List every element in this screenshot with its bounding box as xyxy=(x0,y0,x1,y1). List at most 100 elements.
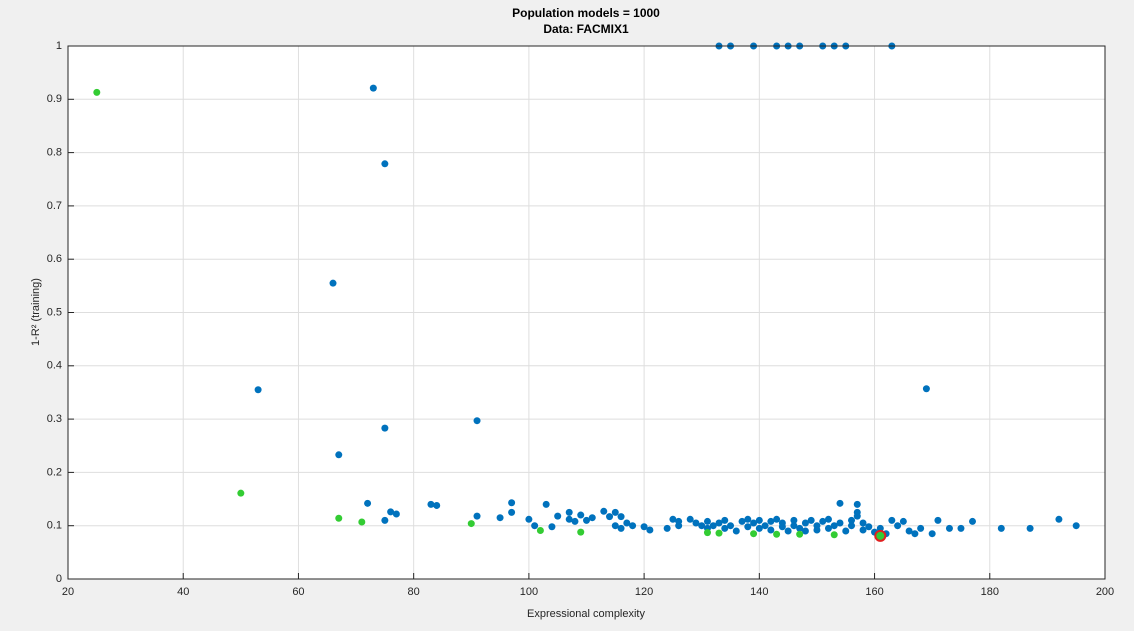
data-point xyxy=(364,499,372,507)
data-point xyxy=(755,524,763,532)
data-point xyxy=(824,524,832,532)
data-point xyxy=(796,524,804,532)
data-point xyxy=(381,424,389,432)
data-point xyxy=(853,512,861,520)
data-point xyxy=(888,516,896,524)
x-tick-label: 180 xyxy=(981,586,999,598)
x-tick-label: 140 xyxy=(750,586,768,598)
data-point xyxy=(617,524,625,532)
data-point xyxy=(381,160,389,168)
y-tick-label: 0.7 xyxy=(47,200,62,212)
data-point xyxy=(917,524,925,532)
data-point xyxy=(675,517,683,525)
data-point xyxy=(542,500,550,508)
data-point xyxy=(934,516,942,524)
data-point xyxy=(874,529,887,542)
data-point xyxy=(819,517,827,525)
data-point xyxy=(750,530,758,538)
data-point xyxy=(640,523,648,531)
data-point xyxy=(957,524,965,532)
data-point xyxy=(894,522,902,530)
data-point xyxy=(807,516,815,524)
data-point xyxy=(686,515,694,523)
data-point xyxy=(473,417,481,425)
data-point xyxy=(692,519,700,527)
x-tick-label: 60 xyxy=(292,586,304,598)
data-point xyxy=(732,527,740,535)
data-point xyxy=(381,516,389,524)
data-point xyxy=(611,508,619,516)
data-point xyxy=(1055,515,1063,523)
data-point xyxy=(721,516,729,524)
data-point xyxy=(744,523,752,531)
data-point xyxy=(254,386,262,394)
plot-layer xyxy=(67,42,1106,580)
x-tick-label: 80 xyxy=(408,586,420,598)
x-tick-label: 200 xyxy=(1096,586,1114,598)
data-point xyxy=(1072,522,1080,530)
data-point xyxy=(623,519,631,527)
chart-title: Population models = 1000 xyxy=(512,6,660,20)
data-point xyxy=(335,451,343,459)
data-point xyxy=(836,519,844,527)
data-point xyxy=(571,517,579,525)
data-point xyxy=(646,526,654,534)
data-point xyxy=(369,84,377,92)
data-point xyxy=(830,522,838,530)
data-point xyxy=(744,515,752,523)
data-point xyxy=(237,489,245,497)
data-point xyxy=(997,524,1005,532)
data-point xyxy=(606,513,614,521)
y-tick-label: 0.2 xyxy=(47,466,62,478)
data-point xyxy=(905,527,913,535)
y-tick-label: 0.5 xyxy=(47,306,62,318)
y-tick-label: 0.6 xyxy=(47,253,62,265)
data-point xyxy=(525,515,533,523)
data-point xyxy=(473,512,481,520)
data-point xyxy=(358,518,366,526)
y-axis-label: 1-R² (training) xyxy=(30,278,42,346)
data-point xyxy=(790,516,798,524)
data-point xyxy=(899,517,907,525)
data-point xyxy=(842,527,850,535)
y-tick-label: 0.3 xyxy=(47,413,62,425)
data-point xyxy=(773,515,781,523)
data-point xyxy=(508,499,516,507)
data-point xyxy=(790,522,798,530)
data-point xyxy=(467,520,475,528)
x-axis-label: Expressional complexity xyxy=(527,608,645,620)
data-point xyxy=(703,529,711,537)
data-point xyxy=(945,524,953,532)
data-point xyxy=(565,508,573,516)
data-point xyxy=(767,526,775,534)
data-point xyxy=(853,500,861,508)
x-tick-label: 160 xyxy=(865,586,883,598)
data-point xyxy=(715,529,723,537)
data-point xyxy=(669,515,677,523)
data-point xyxy=(548,523,556,531)
data-point xyxy=(554,512,562,520)
data-point xyxy=(93,88,101,96)
data-point xyxy=(922,385,930,393)
data-point xyxy=(911,530,919,538)
data-point xyxy=(848,516,856,524)
data-point xyxy=(848,522,856,530)
y-tick-label: 0.9 xyxy=(47,93,62,105)
chart-subtitle: Data: FACMIX1 xyxy=(543,22,629,36)
data-point xyxy=(536,526,544,534)
data-point xyxy=(773,530,781,538)
y-tick-label: 0.4 xyxy=(47,360,62,372)
data-point xyxy=(801,527,809,535)
data-point xyxy=(824,515,832,523)
x-tick-label: 20 xyxy=(62,586,74,598)
data-point xyxy=(433,501,441,509)
data-point xyxy=(531,522,539,530)
data-point xyxy=(738,517,746,525)
data-point xyxy=(577,511,585,519)
data-point xyxy=(727,522,735,530)
y-tick-label: 1 xyxy=(56,40,62,52)
data-point xyxy=(859,526,867,534)
data-point xyxy=(968,517,976,525)
data-point xyxy=(611,522,619,530)
data-point xyxy=(836,499,844,507)
